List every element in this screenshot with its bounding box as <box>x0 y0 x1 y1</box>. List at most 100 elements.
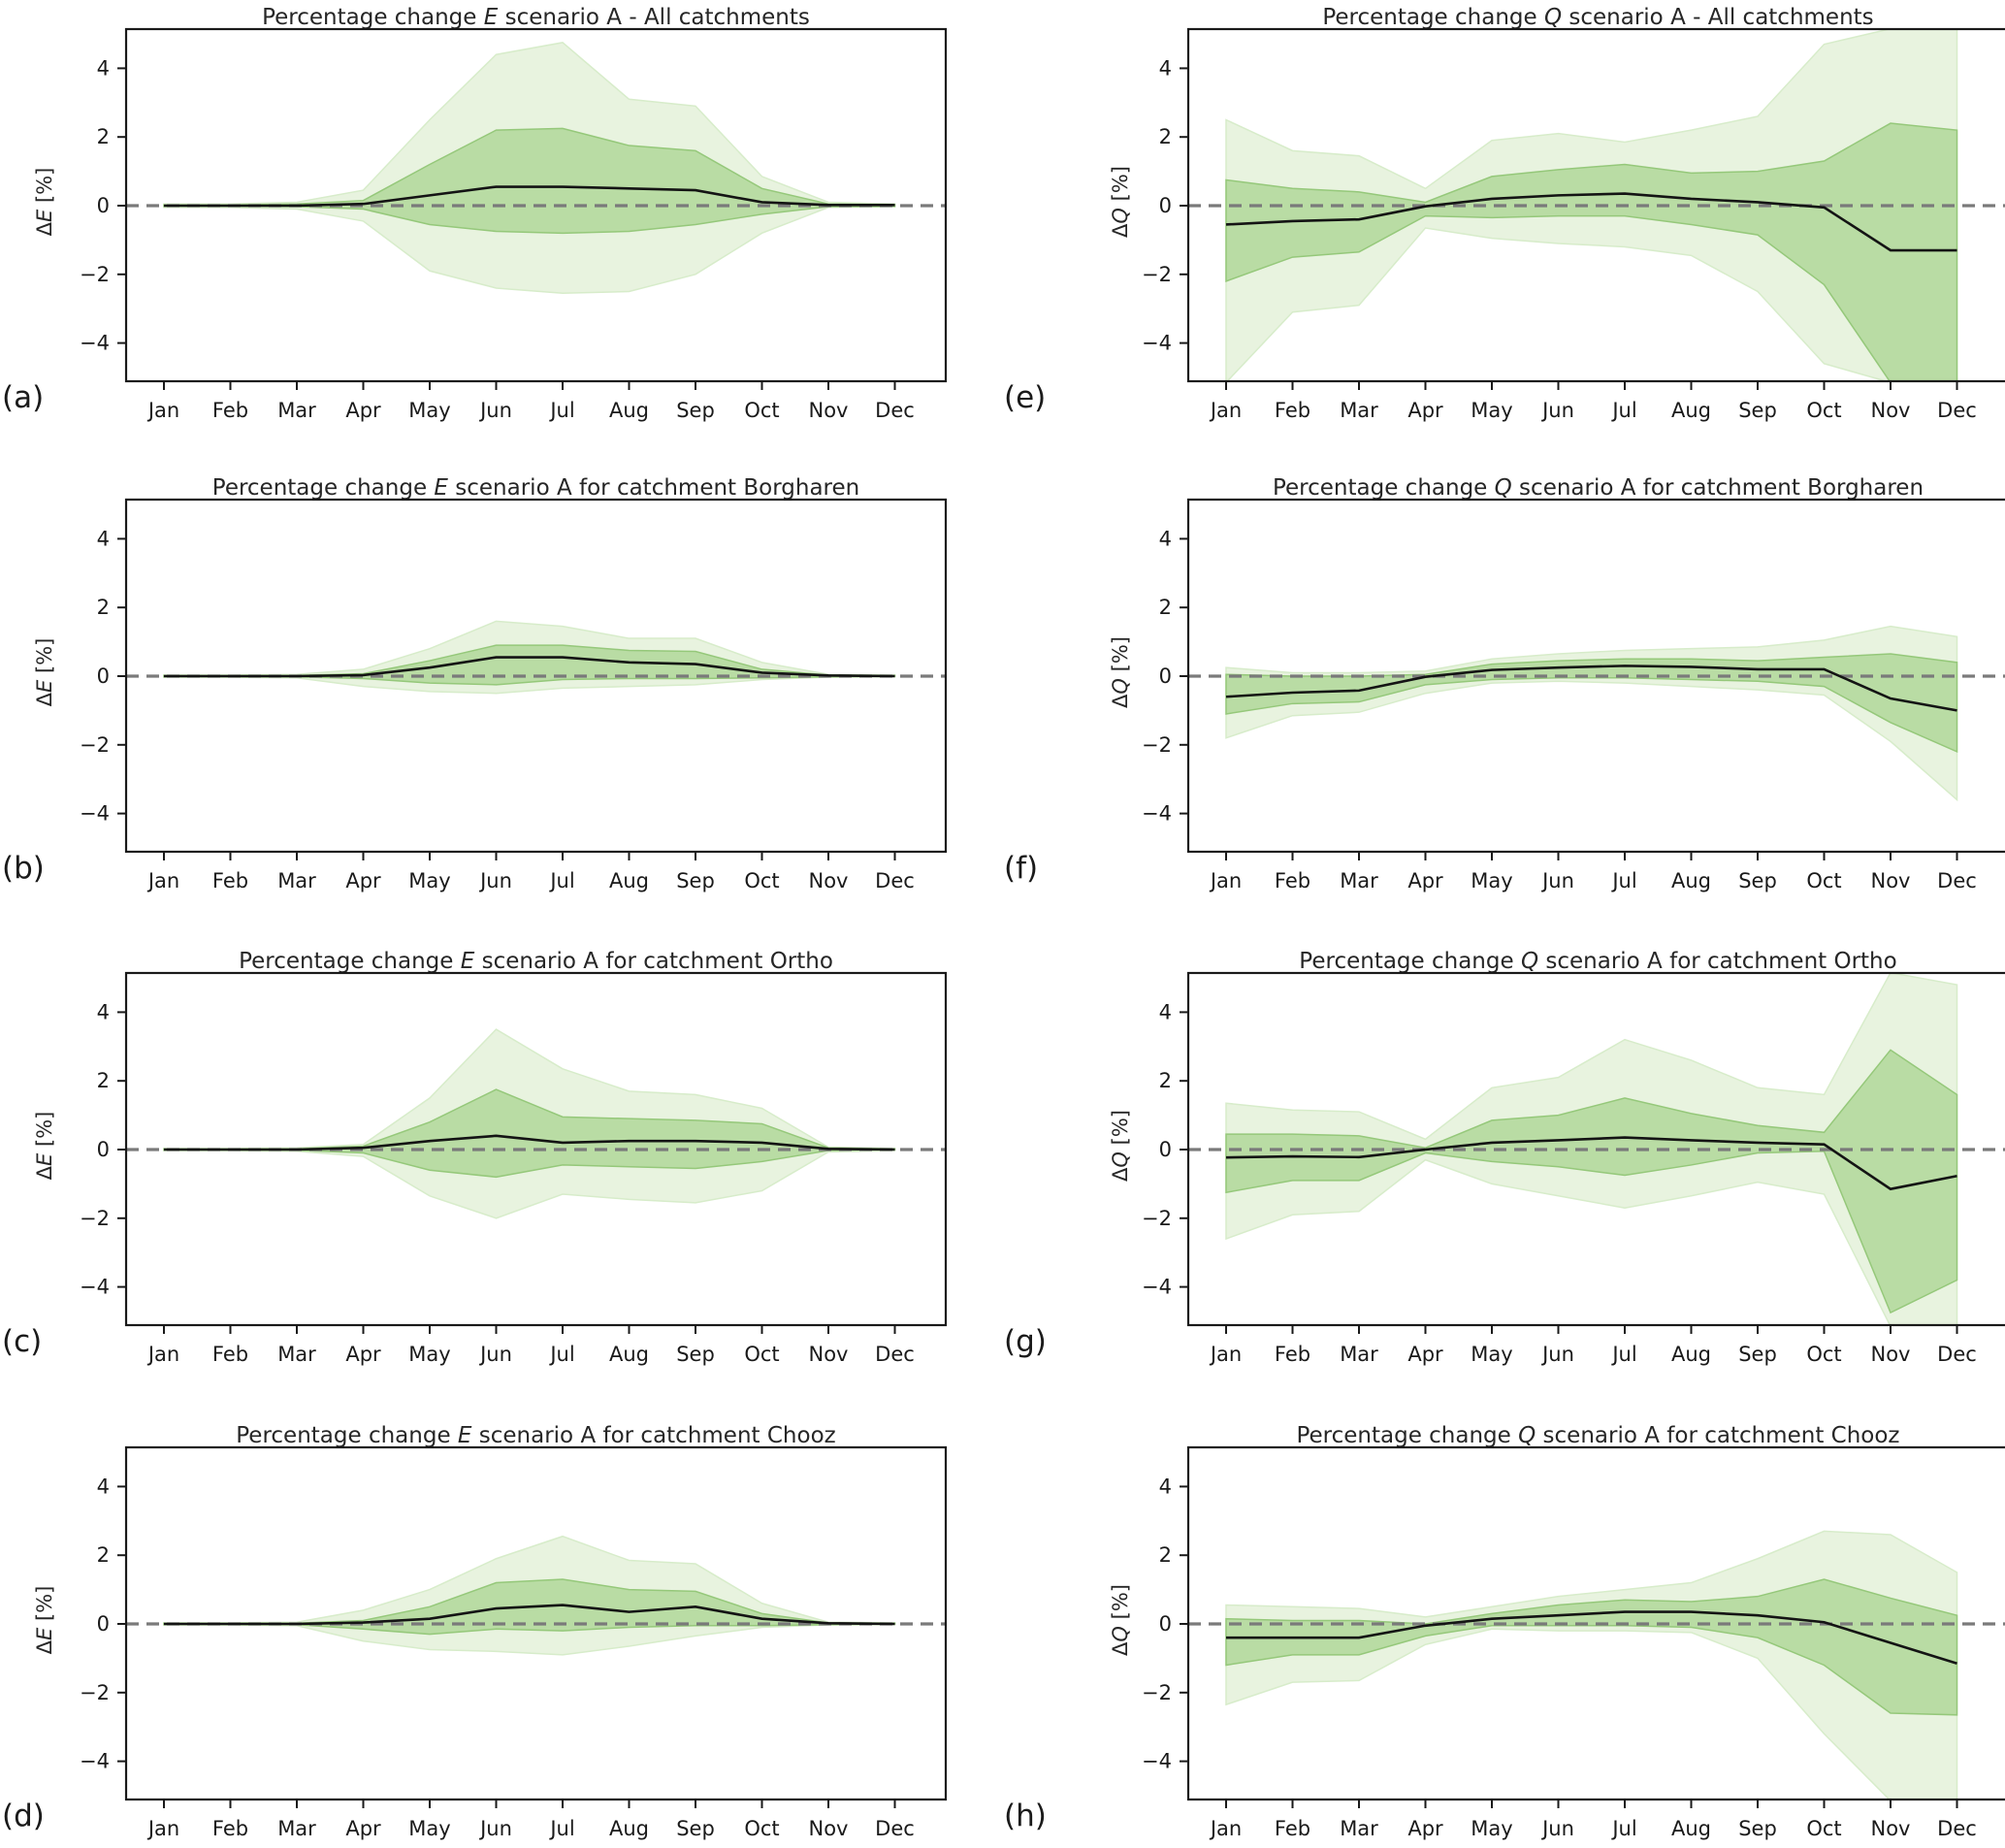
y-tick-label: −4 <box>1142 802 1172 826</box>
inner-band <box>1225 122 1958 381</box>
chart-title-variable: E <box>460 949 475 974</box>
x-tick-label: Jan <box>1209 869 1242 892</box>
x-tick-label: Jul <box>1610 1343 1636 1366</box>
panel-letter: (a) <box>2 380 45 415</box>
y-tick-label: −4 <box>80 802 110 826</box>
y-tick-label: 0 <box>97 1612 110 1636</box>
y-tick-label: −2 <box>1142 1681 1172 1704</box>
plot-area: −4 −2 0 2 4 Jan Feb Mar Apr May Jun Jul Aug Sep Oct Nov… <box>1142 498 2005 892</box>
x-tick-label: Nov <box>809 399 849 422</box>
chart-title-prefix: Percentage change <box>1272 475 1495 501</box>
x-tick-label: Dec <box>1937 1343 1977 1366</box>
panel-letter: (c) <box>2 1324 43 1359</box>
x-tick-label: Jul <box>1610 869 1636 892</box>
x-tick-label: Sep <box>1738 1817 1777 1840</box>
x-tick-label: Aug <box>609 1343 649 1366</box>
chart-panel-e: Percentage change Q scenario A - All cat… <box>1002 0 2005 431</box>
chart-title-variable: Q <box>1543 5 1563 30</box>
x-tick-label: Feb <box>212 1817 248 1840</box>
plot-area: −4 −2 0 2 4 Jan Feb Mar Apr May Jun Jul Aug Sep Oct Nov… <box>1142 27 2005 422</box>
panel-letter: (b) <box>2 851 45 886</box>
x-tick-label: Feb <box>1275 869 1310 892</box>
x-tick-label: Aug <box>1671 399 1711 422</box>
x-tick-label: Apr <box>1407 399 1443 422</box>
axes-group: −4 −2 0 2 4 Jan Feb Mar Apr May Jun Jul Aug Sep Oct Nov… <box>80 971 948 1366</box>
chart-title-prefix: Percentage change <box>236 1423 458 1448</box>
y-tick-label: 4 <box>1159 1000 1172 1023</box>
panel-letter: (e) <box>1004 380 1047 415</box>
inner-band <box>1225 1049 1958 1314</box>
chart-title: Percentage change Q scenario A for catch… <box>1188 475 2005 501</box>
x-tick-label: Jan <box>146 399 179 422</box>
x-tick-label: Jan <box>146 869 179 892</box>
y-tick-label: 2 <box>97 596 110 619</box>
x-tick-label: Mar <box>1340 1817 1378 1840</box>
x-tick-label: Feb <box>1275 1817 1310 1840</box>
median-line <box>164 656 895 678</box>
y-tick-label: 4 <box>97 56 110 80</box>
chart-title-variable: E <box>483 5 499 30</box>
y-tick-label: 0 <box>1159 1138 1172 1161</box>
x-tick-label: Apr <box>345 869 381 892</box>
y-tick-label: −4 <box>1142 1276 1172 1299</box>
chart-title-suffix: scenario A for catchment Chooz <box>1536 1423 1900 1448</box>
plot-area: −4 −2 0 2 4 Jan Feb Mar Apr May Jun Jul Aug Sep Oct Nov… <box>1142 1445 2005 1840</box>
x-tick-label: Apr <box>345 1343 381 1366</box>
y-tick-label: 0 <box>1159 1612 1172 1636</box>
x-tick-label: Aug <box>1671 869 1711 892</box>
chart-title-prefix: Percentage change <box>1299 949 1521 974</box>
y-tick-label: 2 <box>97 1543 110 1567</box>
x-tick-label: Aug <box>609 399 649 422</box>
chart-title-variable: E <box>434 475 448 501</box>
y-tick-label: 4 <box>97 1000 110 1023</box>
panel-letter: (g) <box>1004 1324 1047 1359</box>
chart-title: Percentage change E scenario A for catch… <box>126 1423 946 1448</box>
x-tick-label: Mar <box>1340 399 1378 422</box>
chart-title: Percentage change Q scenario A for catch… <box>1188 1423 2005 1448</box>
x-tick-label: Jan <box>146 1343 179 1366</box>
axes-group: −4 −2 0 2 4 Jan Feb Mar Apr May Jun Jul Aug Sep Oct Nov… <box>80 498 948 892</box>
y-tick-label: −2 <box>1142 263 1172 286</box>
outer-band <box>1225 625 1958 802</box>
x-tick-label: Nov <box>1871 1817 1911 1840</box>
x-tick-label: Apr <box>345 1817 381 1840</box>
panel-letter: (d) <box>2 1799 45 1833</box>
x-tick-label: Aug <box>1671 1343 1711 1366</box>
x-tick-label: Oct <box>744 1817 779 1840</box>
chart-title-suffix: scenario A for catchment Ortho <box>474 949 833 974</box>
x-tick-label: Dec <box>875 399 915 422</box>
axes-group: −4 −2 0 2 4 Jan Feb Mar Apr May Jun Jul Aug Sep Oct Nov… <box>1142 27 2005 422</box>
y-tick-label: 2 <box>97 125 110 148</box>
y-tick-label: 0 <box>1159 194 1172 217</box>
x-tick-label: May <box>1471 399 1512 422</box>
y-tick-label: 4 <box>1159 56 1172 80</box>
x-tick-label: Nov <box>1871 1343 1911 1366</box>
y-tick-label: 2 <box>1159 1069 1172 1092</box>
x-tick-label: Sep <box>676 869 715 892</box>
x-tick-label: Jun <box>478 869 512 892</box>
y-tick-label: −4 <box>80 332 110 355</box>
inner-band <box>1225 1578 1958 1716</box>
x-tick-label: Oct <box>744 1343 779 1366</box>
chart-title: Percentage change E scenario A - All cat… <box>126 5 946 30</box>
median-line <box>164 1134 895 1151</box>
x-tick-label: Dec <box>1937 1817 1977 1840</box>
y-tick-label: 0 <box>97 194 110 217</box>
x-tick-label: Aug <box>609 869 649 892</box>
chart-title-suffix: scenario A for catchment Borgharen <box>447 475 860 501</box>
inner-band <box>163 127 896 235</box>
chart-title-prefix: Percentage change <box>239 949 461 974</box>
chart-panel-f: Percentage change Q scenario A for catch… <box>1002 470 2005 901</box>
x-tick-label: Jul <box>548 1343 574 1366</box>
x-tick-label: Sep <box>676 1343 715 1366</box>
x-tick-label: Apr <box>345 399 381 422</box>
x-tick-label: Jul <box>1610 399 1636 422</box>
plot-area: −4 −2 0 2 4 Jan Feb Mar Apr May Jun Jul Aug Sep Oct Nov… <box>80 27 948 422</box>
x-tick-label: Feb <box>1275 1343 1310 1366</box>
y-tick-label: 4 <box>1159 1475 1172 1498</box>
chart-title-prefix: Percentage change <box>262 5 484 30</box>
x-tick-label: Jun <box>1540 1343 1574 1366</box>
x-tick-label: Aug <box>1671 1817 1711 1840</box>
x-tick-label: Sep <box>1738 399 1777 422</box>
